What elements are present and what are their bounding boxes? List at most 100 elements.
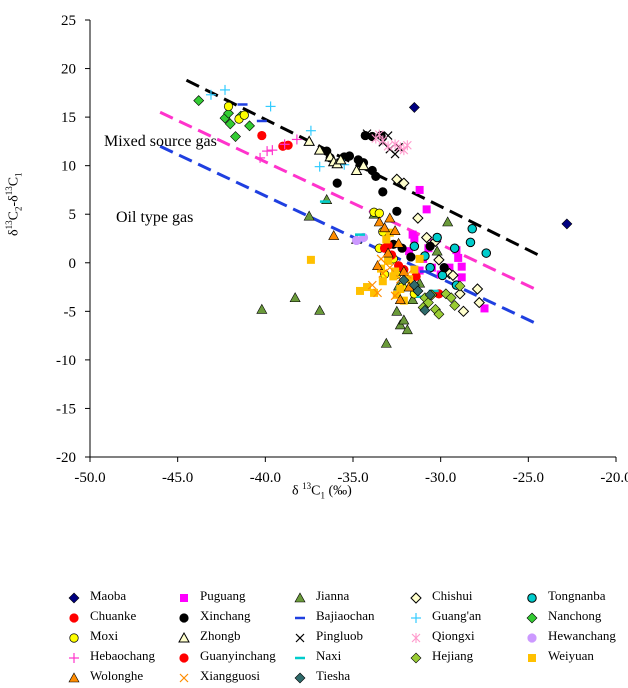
legend-label: Moxi — [90, 628, 119, 643]
x-tick-label: -40.0 — [250, 470, 281, 486]
series-qiongxi — [371, 129, 412, 156]
data-point — [383, 141, 393, 152]
marker-shape — [415, 254, 424, 263]
marker-shape — [378, 187, 388, 197]
data-point — [356, 286, 365, 295]
marker-shape — [391, 173, 403, 185]
legend-marker-shape — [69, 633, 79, 643]
data-point — [390, 139, 400, 150]
data-point — [424, 289, 436, 301]
data-point — [407, 294, 419, 304]
data-point — [305, 125, 316, 136]
marker-shape — [289, 292, 301, 303]
y-tick-label: -20 — [56, 450, 76, 466]
legend-marker — [294, 592, 306, 603]
data-point — [398, 274, 410, 286]
data-point — [257, 130, 267, 141]
marker-shape — [432, 232, 442, 243]
data-point — [289, 292, 301, 303]
data-point — [379, 222, 391, 233]
marker-shape — [306, 255, 315, 264]
x-axis-label: δ 13C1 (‰) — [292, 481, 352, 501]
legend-marker — [178, 631, 190, 643]
data-point — [220, 84, 231, 95]
legend-marker-shape — [180, 594, 188, 602]
legend-marker-shape — [527, 633, 537, 643]
marker-shape — [405, 275, 414, 284]
legend-label: Wolonghe — [90, 668, 144, 683]
marker-shape — [410, 652, 422, 664]
marker-shape — [239, 110, 249, 120]
legend-marker-shape — [69, 613, 79, 623]
data-point — [480, 304, 489, 313]
legend-label: Xiangguosi — [200, 668, 260, 683]
data-point — [279, 139, 290, 150]
data-point — [408, 101, 420, 113]
marker-shape — [398, 274, 410, 286]
data-point — [267, 145, 278, 156]
marker-shape — [449, 300, 461, 311]
legend-marker-shape — [68, 672, 80, 683]
marker-shape — [391, 267, 400, 276]
marker-shape — [396, 284, 405, 293]
data-point — [445, 292, 457, 304]
data-point — [396, 284, 405, 293]
data-point — [378, 277, 387, 286]
data-point — [283, 140, 293, 150]
data-point — [432, 232, 442, 243]
data-point — [394, 319, 406, 330]
marker-shape — [425, 241, 435, 251]
marker-shape — [420, 231, 433, 244]
marker-shape — [376, 254, 386, 264]
marker-shape — [223, 107, 234, 119]
data-point — [205, 89, 216, 100]
legend-marker — [411, 633, 421, 643]
legend-label: Hejiang — [432, 648, 474, 663]
chart-legend: Maoba Puguang Jianna Chishui Tongnanba Chuank… — [66, 588, 626, 684]
marker-shape — [390, 149, 400, 159]
marker-shape — [526, 612, 538, 624]
series-nanchong — [193, 95, 255, 142]
marker-shape — [350, 164, 363, 176]
marker-shape — [367, 131, 377, 142]
data-point — [425, 241, 435, 251]
data-point — [384, 256, 393, 265]
legend-label: Guang'an — [432, 608, 482, 623]
marker-shape — [407, 294, 419, 304]
legend-marker-shape — [295, 633, 305, 643]
data-point — [230, 131, 241, 142]
marker-shape — [193, 95, 205, 107]
data-point — [374, 129, 384, 140]
legend-label: Tongnanba — [548, 588, 606, 603]
legend-marker — [295, 656, 305, 660]
marker-shape — [180, 594, 188, 602]
legend-marker — [410, 592, 422, 604]
marker-shape — [256, 303, 268, 314]
legend-marker — [69, 613, 79, 623]
marker-shape — [69, 633, 79, 643]
marker-shape — [179, 613, 189, 623]
marker-shape — [393, 237, 405, 248]
legend-label: Chishui — [432, 588, 473, 603]
marker-shape — [415, 185, 424, 194]
legend-label: Xinchang — [200, 608, 251, 623]
marker-shape — [373, 288, 382, 298]
marker-shape — [391, 305, 403, 316]
annotation-oil-type-gas: Oil type gas — [116, 209, 194, 226]
data-point — [415, 185, 424, 194]
data-point — [454, 280, 466, 292]
marker-shape — [371, 171, 381, 181]
legend-label: Hebaochang — [90, 648, 155, 663]
legend-marker — [179, 653, 189, 663]
marker-shape — [356, 286, 365, 295]
marker-shape — [405, 247, 414, 256]
legend-marker-shape — [69, 653, 79, 663]
legend-marker — [68, 592, 80, 604]
data-point — [393, 237, 405, 248]
y-tick-label: -15 — [56, 401, 76, 417]
marker-shape — [372, 260, 384, 270]
data-point — [422, 205, 431, 214]
y-tick-label: 20 — [61, 62, 76, 78]
legend-label: Nanchong — [548, 608, 602, 623]
marker-shape — [465, 237, 476, 248]
